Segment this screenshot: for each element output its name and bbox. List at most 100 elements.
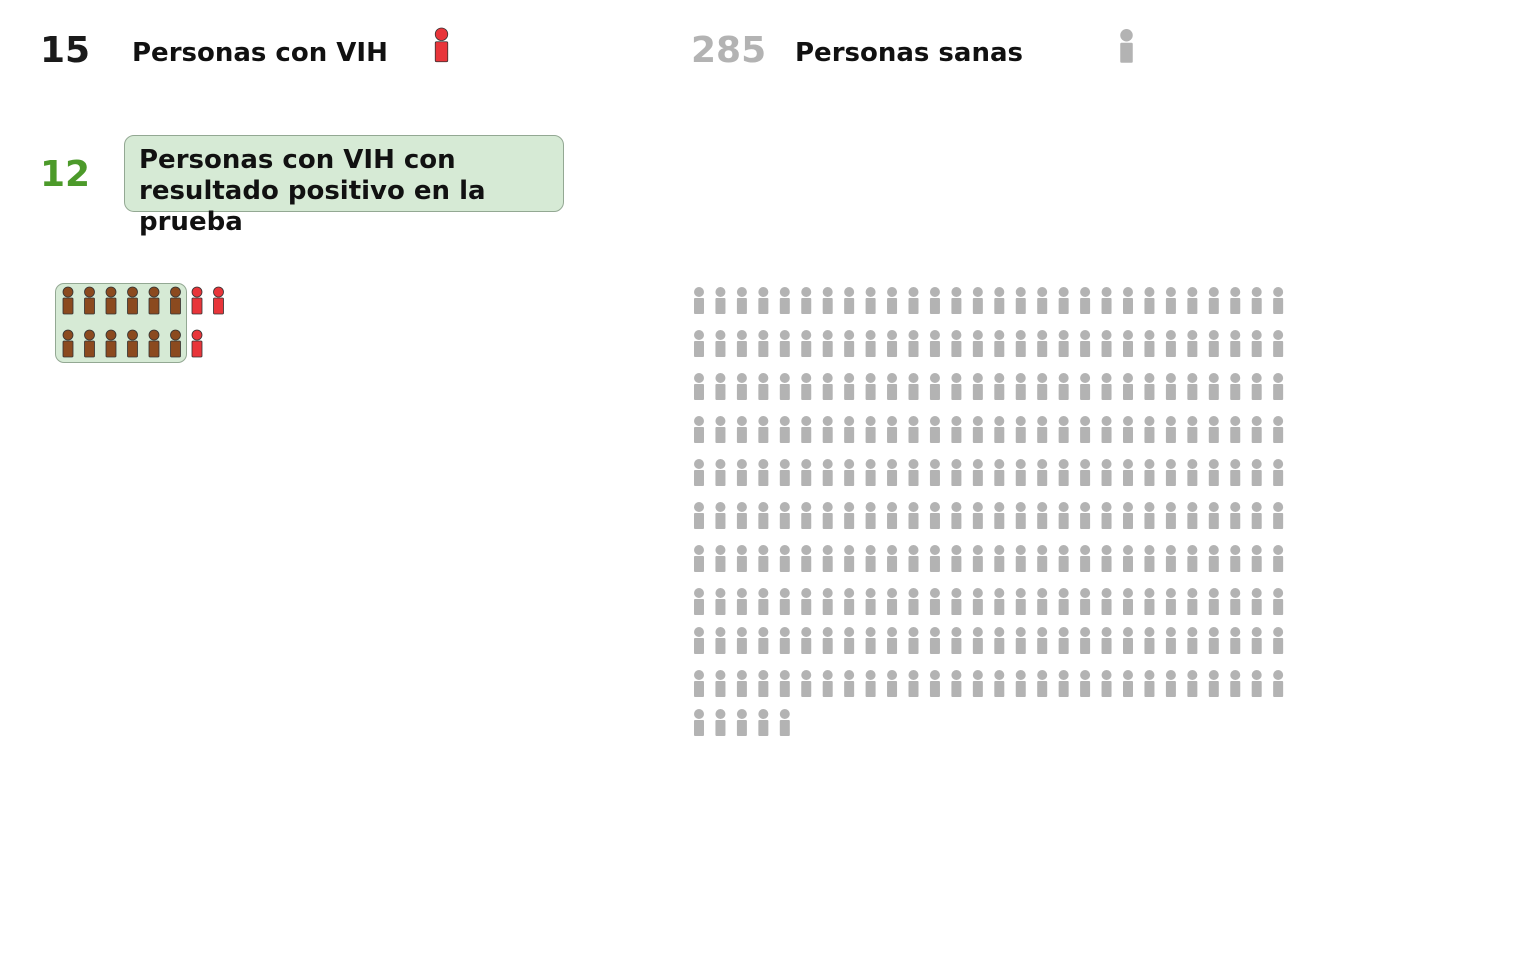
healthy-person [1230, 330, 1241, 357]
healthy-person [1037, 545, 1048, 572]
healthy-person [801, 287, 812, 314]
healthy-person [929, 502, 940, 529]
healthy-person [715, 545, 726, 572]
healthy-person [1144, 588, 1155, 615]
healthy-person [1187, 502, 1198, 529]
healthy-person [715, 627, 726, 654]
hiv-untested-person [191, 286, 203, 315]
healthy-person [801, 670, 812, 697]
tested-positive-person [170, 286, 181, 315]
healthy-person [844, 416, 855, 443]
healthy-person [1251, 287, 1262, 314]
healthy-person [929, 330, 940, 357]
healthy-person [844, 502, 855, 529]
healthy-person [1165, 670, 1176, 697]
healthy-person [1251, 627, 1262, 654]
healthy-person [1165, 627, 1176, 654]
healthy-person [1230, 588, 1241, 615]
healthy-person [1165, 459, 1176, 486]
healthy-person [694, 502, 704, 529]
healthy-person [1101, 287, 1112, 314]
healthy-person [1251, 670, 1262, 697]
healthy-person [1187, 588, 1198, 615]
healthy-person [1251, 373, 1262, 400]
healthy-person [1058, 459, 1069, 486]
healthy-person [694, 373, 704, 400]
hiv-untested-person [213, 286, 224, 315]
healthy-person [887, 330, 898, 357]
healthy-person [801, 588, 812, 615]
healthy-person [1187, 670, 1198, 697]
healthy-person [1273, 545, 1284, 572]
healthy-person [887, 545, 898, 572]
healthy-person [994, 416, 1005, 443]
healthy-person [1251, 502, 1262, 529]
healthy-person [1058, 588, 1069, 615]
healthy-person [1037, 459, 1048, 486]
healthy-person [1208, 373, 1219, 400]
healthy-person [1080, 287, 1091, 314]
healthy-person [694, 670, 704, 697]
healthy-person [779, 330, 790, 357]
healthy-person [1080, 545, 1091, 572]
healthy-person [1101, 627, 1112, 654]
healthy-person [865, 459, 876, 486]
healthy-person [822, 670, 833, 697]
healthy-person [1144, 627, 1155, 654]
healthy-person [994, 545, 1005, 572]
healthy-person [1165, 588, 1176, 615]
healthy-person [801, 502, 812, 529]
healthy-person [951, 588, 962, 615]
healthy-person [1230, 502, 1241, 529]
healthy-person [1230, 670, 1241, 697]
healthy-person [822, 416, 833, 443]
healthy-person [1230, 545, 1241, 572]
healthy-person [1273, 373, 1284, 400]
healthy-person [801, 373, 812, 400]
tested-positive-person [127, 329, 138, 358]
healthy-person [1208, 459, 1219, 486]
healthy-person [1037, 287, 1048, 314]
healthy-person [844, 287, 855, 314]
tested-positive-person [148, 329, 160, 358]
healthy-person [1187, 330, 1198, 357]
tested-positive-person [127, 286, 138, 315]
healthy-person [1273, 459, 1284, 486]
tested-positive-count: 12 [40, 154, 91, 195]
healthy-person [694, 709, 704, 736]
tested-positive-person [84, 329, 95, 358]
healthy-person [929, 416, 940, 443]
healthy-person [908, 373, 919, 400]
healthy-person [951, 545, 962, 572]
healthy-person [972, 545, 983, 572]
healthy-person [1015, 670, 1026, 697]
healthy-person [865, 588, 876, 615]
healthy-person [951, 627, 962, 654]
healthy-person [908, 670, 919, 697]
healthy-person [1208, 627, 1219, 654]
healthy-count: 285 [691, 30, 767, 71]
healthy-person [951, 459, 962, 486]
healthy-person [1230, 459, 1241, 486]
healthy-person [736, 459, 747, 486]
healthy-person [1208, 330, 1219, 357]
healthy-person [908, 330, 919, 357]
healthy-person [908, 459, 919, 486]
healthy-person [994, 459, 1005, 486]
healthy-person [1015, 588, 1026, 615]
healthy-person [736, 416, 747, 443]
healthy-person [1037, 416, 1048, 443]
healthy-person [929, 588, 940, 615]
healthy-person [994, 287, 1005, 314]
tested-positive-legend-box: Personas con VIH con resultado positivo … [124, 135, 564, 237]
healthy-person [865, 416, 876, 443]
healthy-person [715, 287, 726, 314]
healthy-person [1123, 373, 1133, 400]
healthy-person [801, 416, 812, 443]
healthy-person [822, 588, 833, 615]
healthy-person [1230, 287, 1241, 314]
healthy-person [994, 330, 1005, 357]
healthy-person [908, 627, 919, 654]
healthy-person [1080, 416, 1091, 443]
healthy-person [844, 330, 855, 357]
